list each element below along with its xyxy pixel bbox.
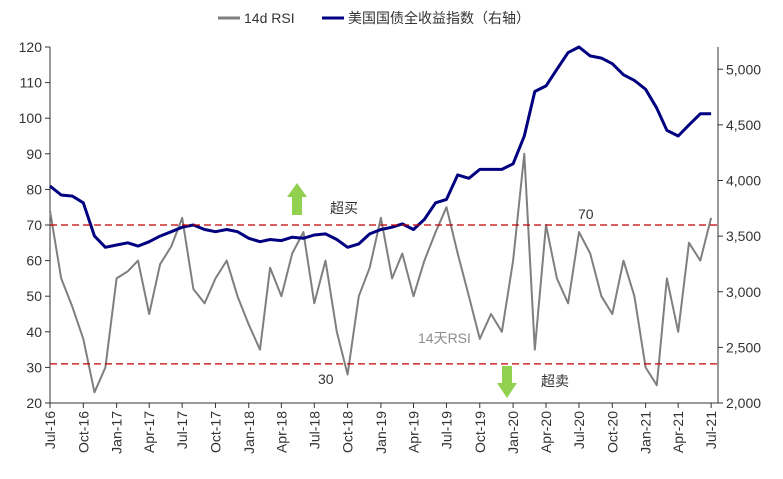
- x-tick-label: Jan-20: [505, 411, 521, 454]
- legend-label-treasury: 美国国债全收益指数（右轴）: [348, 10, 530, 26]
- right-tick-label: 3,000: [726, 284, 761, 300]
- left-tick-label: 60: [26, 253, 42, 269]
- x-tick-label: Oct-17: [207, 411, 223, 453]
- x-tick-label: Oct-16: [75, 411, 91, 453]
- rsi-line: [49, 152, 713, 394]
- left-tick-label: 80: [26, 181, 42, 197]
- overbought-label: 超买: [330, 200, 358, 216]
- x-tick-label: Jan-19: [373, 411, 389, 454]
- right-tick-label: 4,000: [726, 173, 761, 189]
- left-tick-label: 120: [19, 39, 43, 55]
- left-tick-label: 70: [26, 217, 42, 233]
- right-tick-labels: 2,000 2,500 3,000 3,500 4,000 4,500 5,000: [718, 61, 761, 411]
- x-tick-label: Apr-19: [406, 411, 422, 453]
- right-tick-label: 2,500: [726, 339, 761, 355]
- axes: 20 30 40 50 60 70 80 90 100 110 120 2,000 2,500 3,00…: [19, 39, 762, 454]
- right-tick-label: 5,000: [726, 61, 761, 77]
- left-tick-label: 110: [20, 75, 43, 91]
- down-arrow-icon: [497, 366, 517, 398]
- right-tick-label: 4,500: [726, 117, 761, 133]
- left-tick-label: 20: [26, 395, 42, 411]
- x-tick-label: Oct-19: [472, 411, 488, 453]
- left-tick-label: 90: [26, 146, 42, 162]
- x-tick-label: Jul-21: [703, 411, 719, 449]
- ref-label-30: 30: [318, 371, 334, 387]
- x-tick-label: Jul-19: [438, 411, 454, 449]
- x-tick-labels: Jul-16 Oct-16 Jan-17 Apr-17 Jul-17 Oct-17 Jan-…: [42, 403, 719, 454]
- series-layer: [49, 45, 713, 394]
- x-tick-label: Apr-17: [141, 411, 157, 453]
- x-tick-label: Jan-18: [241, 411, 257, 454]
- x-tick-label: Jan-17: [109, 411, 125, 454]
- x-tick-label: Apr-18: [273, 411, 289, 453]
- left-tick-label: 30: [26, 359, 42, 375]
- reference-lines: [50, 224, 718, 365]
- right-tick-label: 2,000: [726, 395, 761, 411]
- oversold-label: 超卖: [541, 373, 569, 389]
- ref-label-70: 70: [578, 206, 594, 222]
- left-tick-label: 50: [26, 288, 42, 304]
- annotations: 超买 超卖 14天RSI 70 30: [287, 183, 594, 398]
- x-tick-label: Apr-20: [538, 411, 554, 453]
- treasury-index-line: [49, 45, 712, 249]
- left-tick-labels: 20 30 40 50 60 70 80 90 100 110 120: [19, 39, 50, 411]
- legend-label-rsi: 14d RSI: [244, 10, 295, 26]
- right-tick-label: 3,500: [726, 228, 761, 244]
- legend: 14d RSI 美国国债全收益指数（右轴）: [218, 10, 530, 26]
- left-tick-label: 40: [26, 324, 42, 340]
- x-tick-label: Jul-18: [306, 411, 322, 449]
- x-tick-label: Oct-20: [604, 411, 620, 453]
- x-tick-label: Jan-21: [638, 411, 654, 454]
- x-tick-label: Jul-16: [42, 411, 58, 449]
- x-tick-label: Apr-21: [670, 411, 686, 453]
- x-tick-label: Jul-17: [174, 411, 190, 449]
- up-arrow-icon: [287, 183, 307, 215]
- x-tick-label: Jul-20: [571, 411, 587, 449]
- x-tick-label: Oct-18: [340, 411, 356, 453]
- rsi-series-label: 14天RSI: [418, 330, 471, 346]
- left-tick-label: 100: [19, 110, 43, 126]
